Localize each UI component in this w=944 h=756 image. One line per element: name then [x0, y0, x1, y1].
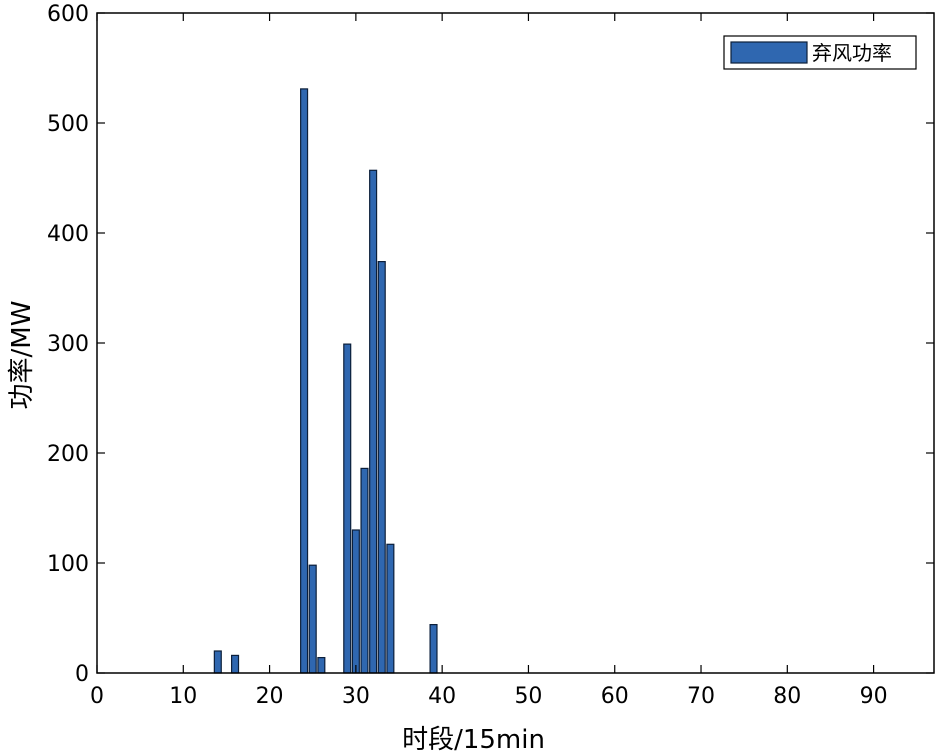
y-tick-label: 500 — [47, 112, 89, 137]
ticks-layer: 0 10 20 30 40 50 60 70 80 90 0 100 200 300 400 500 600 — [47, 2, 934, 709]
y-tick-label: 100 — [47, 552, 89, 577]
bars-layer — [213, 88, 438, 674]
bar — [317, 656, 326, 674]
y-tick-label: 600 — [47, 2, 89, 27]
legend-swatch — [730, 41, 808, 64]
bar — [213, 650, 222, 674]
bar — [351, 529, 360, 674]
x-tick-label: 60 — [601, 684, 629, 709]
y-tick-label: 400 — [47, 222, 89, 247]
bar — [369, 169, 378, 674]
bar — [386, 543, 395, 674]
bar — [343, 343, 352, 674]
bar — [360, 467, 369, 674]
x-axis-title: 时段/15min — [402, 725, 545, 755]
bar — [231, 654, 240, 674]
bar — [308, 564, 317, 674]
x-tick-label: 90 — [860, 684, 888, 709]
plot-frame — [96, 12, 935, 674]
bar — [300, 88, 309, 674]
x-tick-label: 40 — [428, 684, 456, 709]
legend: 弃风功率 — [723, 35, 917, 70]
x-tick-label: 70 — [687, 684, 715, 709]
x-tick-label: 0 — [90, 684, 104, 709]
y-axis-title: 功率/MW — [7, 301, 37, 410]
y-tick-label: 0 — [75, 662, 89, 687]
y-tick-label: 300 — [47, 332, 89, 357]
legend-label: 弃风功率 — [812, 41, 892, 65]
bar — [377, 261, 386, 674]
x-tick-label: 30 — [342, 684, 370, 709]
x-tick-label: 80 — [773, 684, 801, 709]
bar — [429, 623, 438, 674]
x-tick-label: 10 — [169, 684, 197, 709]
y-tick-label: 200 — [47, 442, 89, 467]
x-tick-label: 50 — [514, 684, 542, 709]
x-tick-label: 20 — [256, 684, 284, 709]
